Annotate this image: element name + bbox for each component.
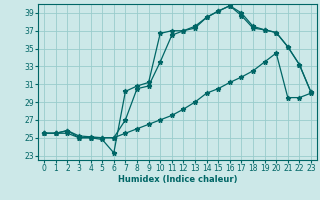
X-axis label: Humidex (Indice chaleur): Humidex (Indice chaleur) (118, 175, 237, 184)
